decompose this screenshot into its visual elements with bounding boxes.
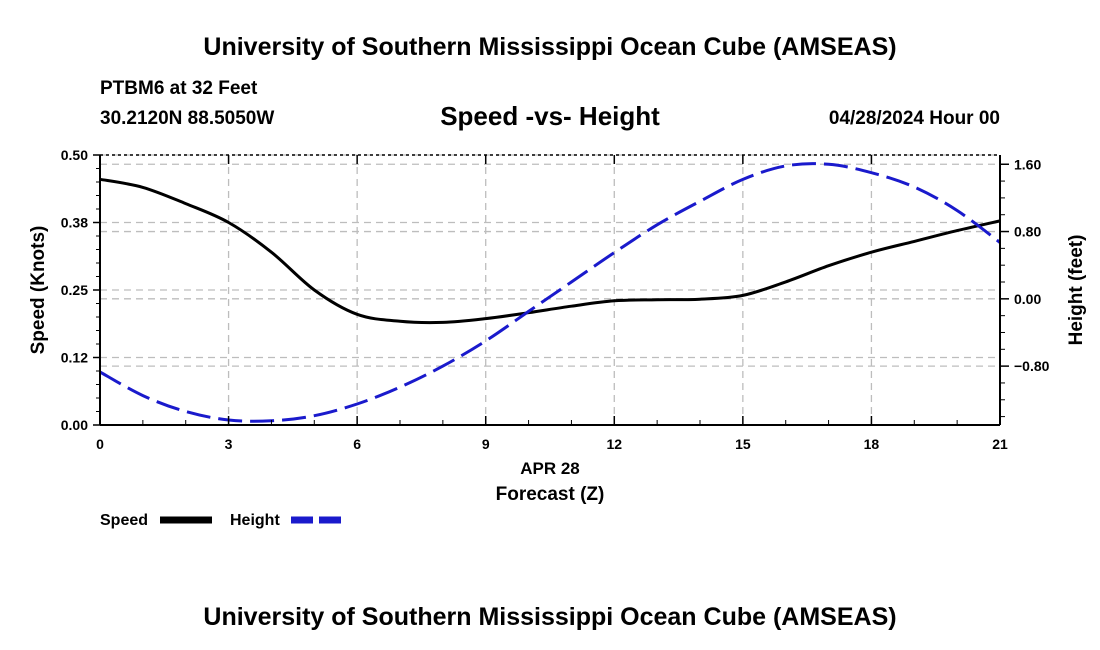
axis-ticks: 0 3 6 9 12 15 18 21 0.00 0.12 0.25 0.38 0.50 −0.80 0.0…: [61, 147, 1050, 452]
x-tick-label: 12: [606, 436, 622, 452]
y-left-tick-label: 0.25: [61, 282, 88, 298]
y-right-tick-label: −0.80: [1014, 358, 1050, 374]
legend: Speed Height: [100, 512, 342, 529]
datetime-label: 04/28/2024 Hour 00: [829, 108, 1000, 129]
y-axis-left-label: Speed (Knots): [28, 226, 49, 355]
location-label: 30.2120N 88.5050W: [100, 108, 274, 129]
x-tick-label: 6: [353, 436, 361, 452]
footer-title: University of Southern Mississippi Ocean…: [203, 603, 896, 631]
y-right-tick-label: 1.60: [1014, 156, 1041, 172]
legend-speed-label: Speed: [100, 512, 148, 529]
y-left-tick-label: 0.50: [61, 147, 88, 163]
y-left-tick-label: 0.38: [61, 215, 88, 231]
y-right-tick-label: 0.80: [1014, 224, 1041, 240]
x-date-label: APR 28: [520, 459, 580, 478]
series-layer: [99, 162, 1001, 423]
x-tick-label: 15: [735, 436, 751, 452]
legend-height-label: Height: [230, 512, 280, 529]
chart-title: Speed -vs- Height: [440, 101, 660, 131]
x-axis-label: Forecast (Z): [496, 484, 605, 505]
page-title: University of Southern Mississippi Ocean…: [203, 33, 896, 61]
x-tick-label: 21: [992, 436, 1008, 452]
y-right-tick-label: 0.00: [1014, 291, 1041, 307]
y-axis-right-label: Height (feet): [1066, 235, 1087, 346]
station-label: PTBM6 at 32 Feet: [100, 78, 258, 99]
x-tick-label: 0: [96, 436, 104, 452]
y-left-tick-label: 0.12: [61, 350, 88, 366]
x-tick-label: 18: [864, 436, 880, 452]
y-left-tick-label: 0.00: [61, 417, 88, 433]
series-line-speed: [99, 177, 1001, 325]
series-line-height: [99, 162, 1001, 423]
x-tick-label: 9: [482, 436, 490, 452]
x-tick-label: 3: [225, 436, 233, 452]
plot-frame: [99, 154, 1001, 426]
